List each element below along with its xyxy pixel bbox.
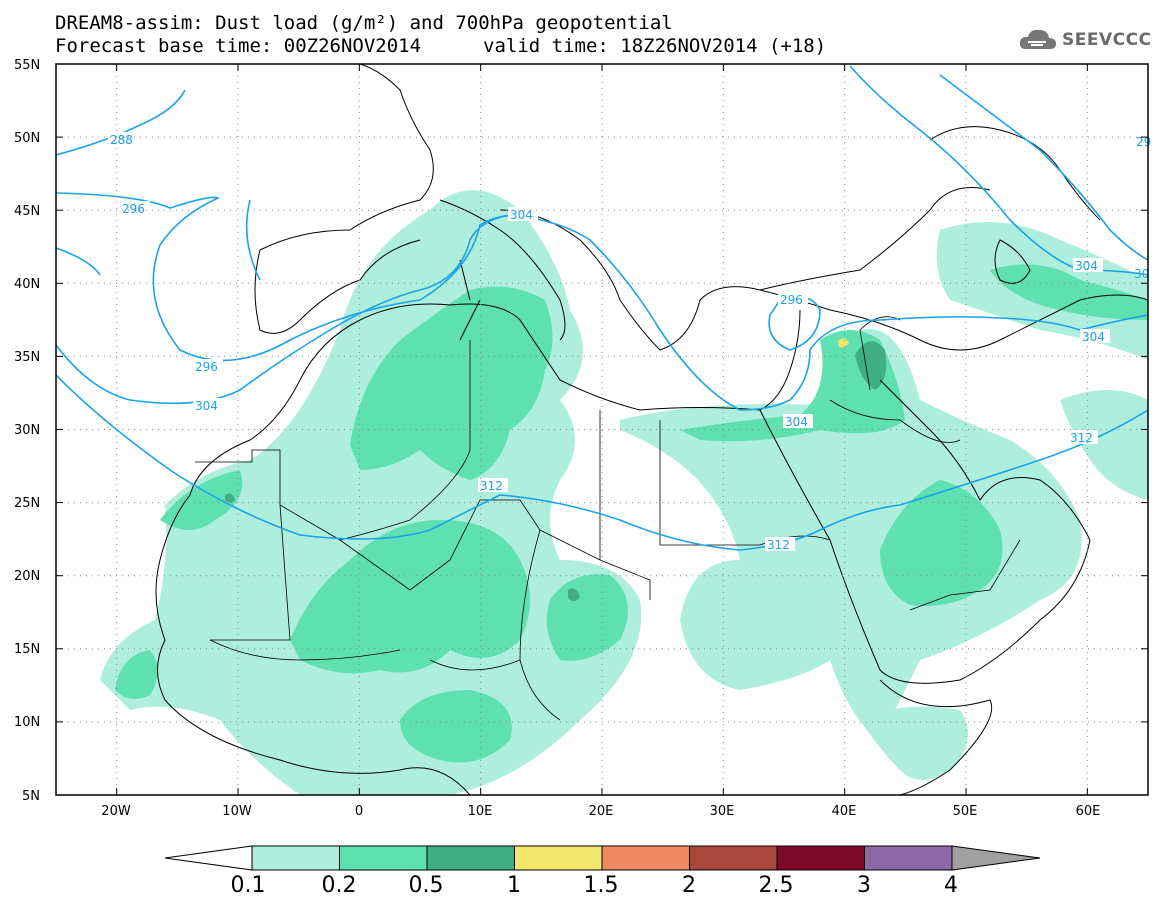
dust-medium-region [115,650,158,699]
contour-label: 312 [1070,431,1093,445]
lat-label: 40N [14,277,40,292]
valid-time: valid time: 18Z26NOV2014 (+18) [483,35,827,57]
dust-medium-region [990,264,1148,320]
map-title: DREAM8-assim: Dust load (g/m²) and 700hP… [55,12,673,34]
lon-label: 60E [1076,804,1101,819]
colorbar-box [514,845,603,871]
lon-label: 0 [355,804,363,819]
contour-label: 304 [1082,330,1105,344]
contour-label: 312 [767,538,790,552]
lat-label: 45N [14,204,40,219]
colorbar-over-arrow [951,845,1041,871]
colorbar-label: 0.5 [409,873,444,898]
colorbar-box [251,845,340,871]
contour-label: 296 [195,360,218,374]
colorbar [164,845,1041,871]
lon-label: 20E [589,804,614,819]
lat-label: 55N [14,58,40,73]
contour-labels: 288 296 304 296 304 312 312 304 296 304 … [108,132,1151,552]
dust-medium-region [160,470,243,530]
dust-light-region [1060,390,1148,500]
dust-dark-region [225,493,235,503]
colorbar-label: 3 [857,873,871,898]
colorbar-label: 1 [507,873,521,898]
colorbar-box [689,845,778,871]
dust-field [100,190,1148,795]
colorbar-under-arrow [164,845,253,871]
dust-dark-region [855,341,887,390]
lon-label: 10W [222,804,252,819]
dust-medium-region [350,286,553,480]
axis-ticks [56,64,1148,795]
colorbar-label: 4 [944,873,958,898]
lon-label: 50E [953,804,978,819]
borders [195,316,1021,721]
logo-text: SEEVCCC [1062,30,1152,50]
colorbar-label: 0.2 [322,873,357,898]
lon-label: 20W [101,804,131,819]
forecast-base-time: Forecast base time: 00Z26NOV2014 [55,35,422,57]
lon-axis-labels: 20W 10W 0 10E 20E 30E 40E 50E 60E [101,804,1100,819]
contour-line [56,214,1148,411]
dust-medium-region [880,480,1003,606]
lat-label: 10N [14,715,40,730]
colorbar-label: 0.1 [231,873,266,898]
dust-medium-region [680,330,905,442]
lat-label: 35N [14,350,40,365]
lat-label: 15N [14,642,40,657]
dust-medium-region [400,690,512,763]
lat-label: 5N [22,789,40,804]
colorbar-label: 2.5 [759,873,794,898]
colorbar-box [601,845,690,871]
lon-label: 30E [710,804,735,819]
contour-label: 304 [510,208,533,222]
colorbar-box [339,845,428,871]
coastlines [155,64,1148,795]
lat-axis-labels: 55N 50N 45N 40N 35N 30N 25N 20N 15N 10N … [14,58,40,804]
dust-medium-region [290,520,530,674]
colorbar-boxes [251,845,953,871]
contour-label: 296 [122,202,145,216]
colorbar-label: 1.5 [584,873,619,898]
contour-line [56,199,261,281]
contour-label: 30 [1134,267,1149,281]
seevccc-logo: SEEVCCC [1018,25,1152,55]
cloud-icon [1019,29,1056,49]
dust-dark-region [568,588,580,602]
colorbar-box [864,845,953,871]
colorbar-box [776,845,865,871]
colorbar-box [426,845,515,871]
lon-label: 10E [468,804,493,819]
dust-medium-region [546,574,628,661]
contour-line [56,374,1148,551]
contour-line [939,74,1148,261]
contour-label: 296 [780,293,803,307]
contour-line [56,89,186,156]
lat-lon-grid [56,64,1148,795]
contour-label: 304 [1075,259,1098,273]
colorbar-label: 2 [682,873,696,898]
dust-peak-region [838,338,849,348]
contour-label: 304 [785,415,808,429]
lat-label: 25N [14,496,40,511]
lat-label: 30N [14,423,40,438]
contour-label: 304 [195,399,218,413]
lat-label: 20N [14,569,40,584]
contour-line [56,192,521,362]
lat-label: 50N [14,131,40,146]
dust-light-region [100,190,642,795]
contour-label: 288 [110,133,133,147]
contour-label: 312 [480,479,503,493]
colorbar-labels: 0.1 0.2 0.5 1 1.5 2 2.5 3 4 [231,873,959,898]
dust-light-region [860,706,968,780]
lon-label: 40E [832,804,857,819]
